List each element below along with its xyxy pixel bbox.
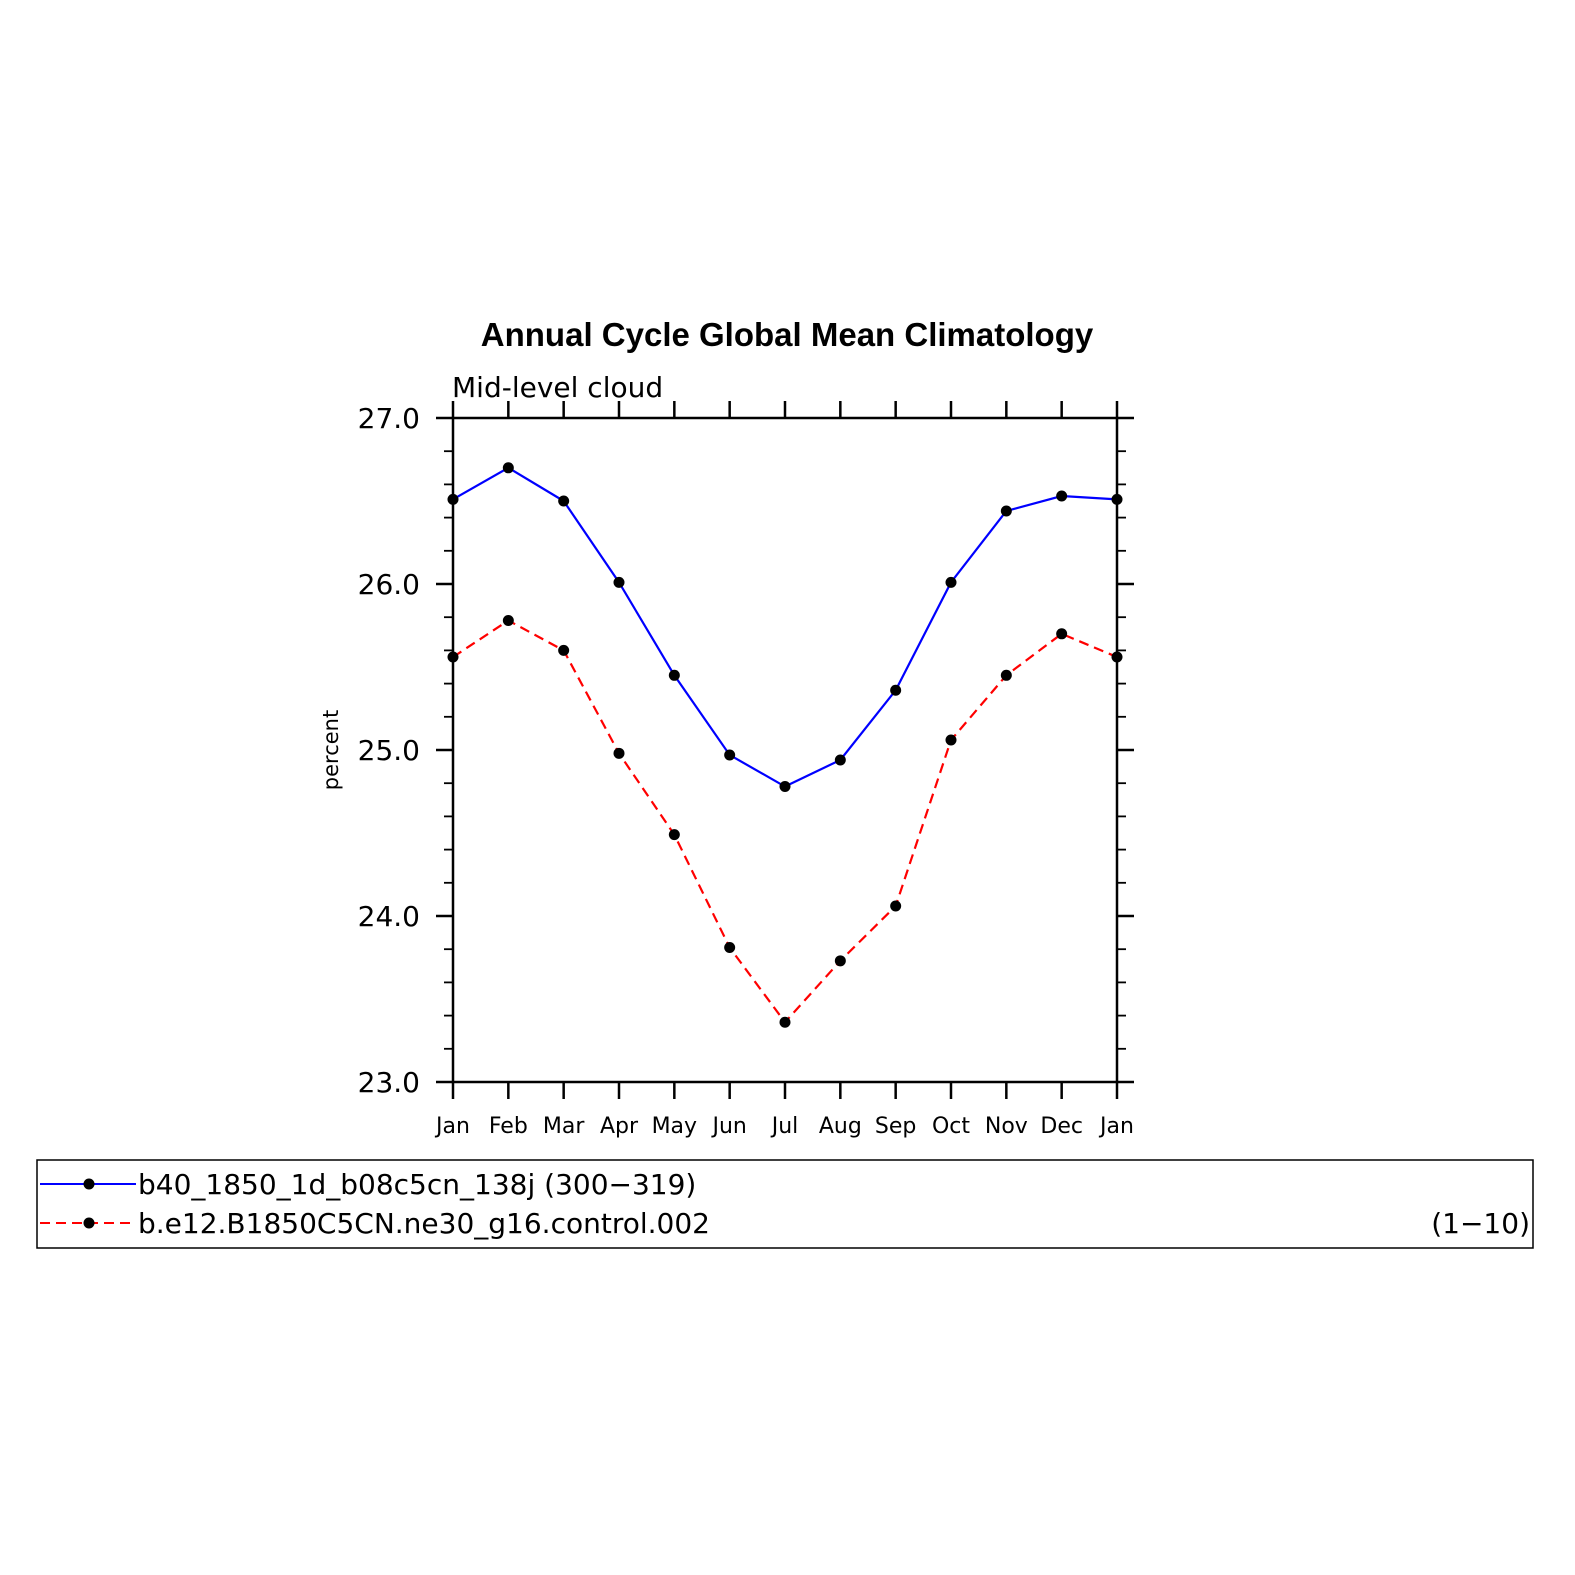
series-1-point	[724, 749, 736, 761]
series-2-point	[724, 942, 736, 954]
series-2-point	[779, 1016, 791, 1028]
series-1-point	[945, 576, 957, 588]
legend-years-2: (1−10)	[1431, 1207, 1530, 1240]
series-2-point	[1111, 651, 1123, 663]
series-line-1	[452, 466, 1118, 788]
x-tick-label: Nov	[985, 1114, 1028, 1139]
series	[447, 462, 1123, 1028]
series-1-point	[1000, 505, 1012, 517]
series-2-point	[945, 734, 957, 746]
x-tick-label: Jun	[710, 1114, 746, 1139]
x-tick-label: Oct	[932, 1114, 970, 1139]
series-2-point	[1000, 669, 1012, 681]
x-tick-labels: Jan Feb Mar Apr May Jun Jul Aug Sep Oct Nov Dec Jan	[434, 1114, 1134, 1139]
series-1-point	[668, 669, 680, 681]
x-tick-label: Jan	[1098, 1114, 1134, 1139]
legend: b40_1850_1d_b08c5cn_138j (300−319) b.e12…	[36, 1159, 1534, 1249]
series-2-point	[668, 829, 680, 841]
y-tick-label: 27.0	[358, 402, 420, 435]
series-1-point	[779, 781, 791, 793]
y-tick-labels: 23.0 24.0 25.0 26.0 27.0	[358, 402, 420, 1099]
x-tick-label: Dec	[1040, 1114, 1083, 1139]
series-1-point	[447, 493, 459, 505]
plot-frame	[451, 416, 1119, 1084]
series-1-point	[502, 462, 514, 474]
series-2-point	[834, 955, 846, 967]
y-tick-label: 24.0	[358, 900, 420, 933]
series-2-point	[447, 651, 459, 663]
series-2-point	[890, 900, 902, 912]
series-1-point	[1056, 490, 1068, 502]
chart-subtitle: Mid-level cloud	[452, 371, 663, 404]
y-tick-label: 25.0	[358, 734, 420, 767]
x-tick-label: Aug	[819, 1114, 862, 1139]
legend-label-2: b.e12.B1850C5CN.ne30_g16.control.002	[138, 1207, 710, 1240]
series-2-point	[558, 644, 570, 656]
x-tick-label: Mar	[543, 1114, 585, 1139]
legend-marker-2	[83, 1217, 95, 1229]
legend-box	[36, 1159, 1534, 1249]
x-tick-label: Jan	[434, 1114, 470, 1139]
x-tick-label: Feb	[489, 1114, 528, 1139]
chart-title: Annual Cycle Global Mean Climatology	[481, 316, 1094, 353]
legend-label-1: b40_1850_1d_b08c5cn_138j (300−319)	[138, 1168, 696, 1201]
series-1-point	[558, 495, 570, 507]
axis-ticks	[436, 401, 1134, 1099]
x-tick-label: Jul	[770, 1114, 799, 1139]
x-tick-label: May	[652, 1114, 697, 1139]
y-tick-label: 26.0	[358, 568, 420, 601]
x-tick-label: Sep	[875, 1114, 916, 1139]
x-tick-label: Apr	[600, 1114, 639, 1139]
y-tick-label: 23.0	[358, 1066, 420, 1099]
series-1-point	[834, 754, 846, 766]
series-2-point	[502, 615, 514, 627]
series-1-point	[613, 576, 625, 588]
legend-marker-1	[83, 1178, 95, 1190]
series-1-point	[890, 684, 902, 696]
series-2-point	[1056, 628, 1068, 640]
y-axis-label: percent	[319, 710, 343, 790]
series-2-point	[613, 747, 625, 759]
series-line-2	[452, 619, 1118, 1024]
series-1-point	[1111, 493, 1123, 505]
